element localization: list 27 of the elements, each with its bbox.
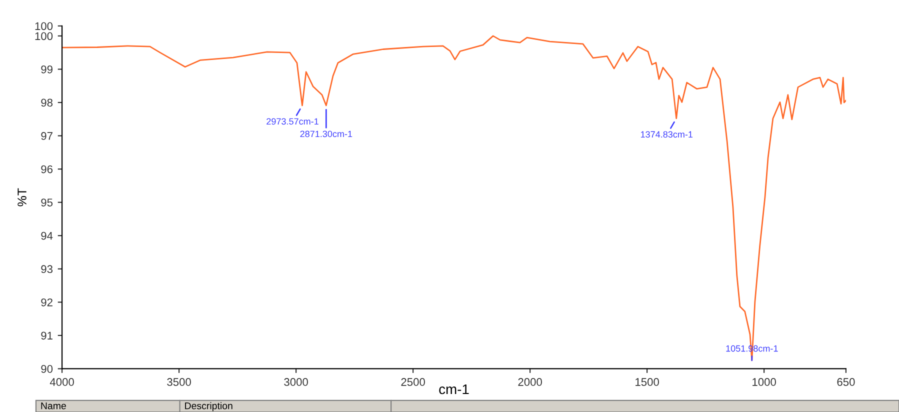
y-tick-label: 100: [35, 22, 53, 30]
y-tick-label: 94: [41, 232, 53, 240]
x-tick-label: 2500: [401, 378, 425, 386]
y-tick-label: 97: [41, 132, 52, 140]
annotation: 1374.83cm-1: [640, 131, 693, 138]
y-tick-label: 92: [41, 298, 52, 306]
text: Description: [185, 402, 232, 412]
text: Name: [41, 402, 66, 410]
y-axis-title: %T: [18, 188, 26, 206]
x-tick-label: 3000: [284, 378, 308, 386]
y-tick-label: 96: [41, 165, 53, 174]
x-tick-label: 650: [837, 378, 855, 386]
y-tick-label: 95: [41, 198, 53, 206]
y-tick-label: 99: [41, 65, 52, 74]
y-tick-label: 98: [41, 98, 53, 107]
y-tick-label: 100: [35, 32, 53, 40]
annotation: 2973.57cm-1: [266, 118, 318, 125]
x-tick-label: 1000: [752, 378, 776, 386]
x-axis-title: cm-1: [439, 384, 469, 394]
x-tick-label: 4000: [50, 378, 74, 386]
x-tick-label: 3500: [167, 378, 191, 386]
y-tick-label: 90: [41, 365, 53, 373]
y-tick-label: 93: [41, 265, 53, 274]
x-tick-label: 1500: [636, 378, 659, 386]
x-tick-label: 2000: [518, 378, 542, 386]
y-tick-label: 91: [41, 332, 52, 340]
annotation: 2871.30cm-1: [300, 130, 352, 138]
